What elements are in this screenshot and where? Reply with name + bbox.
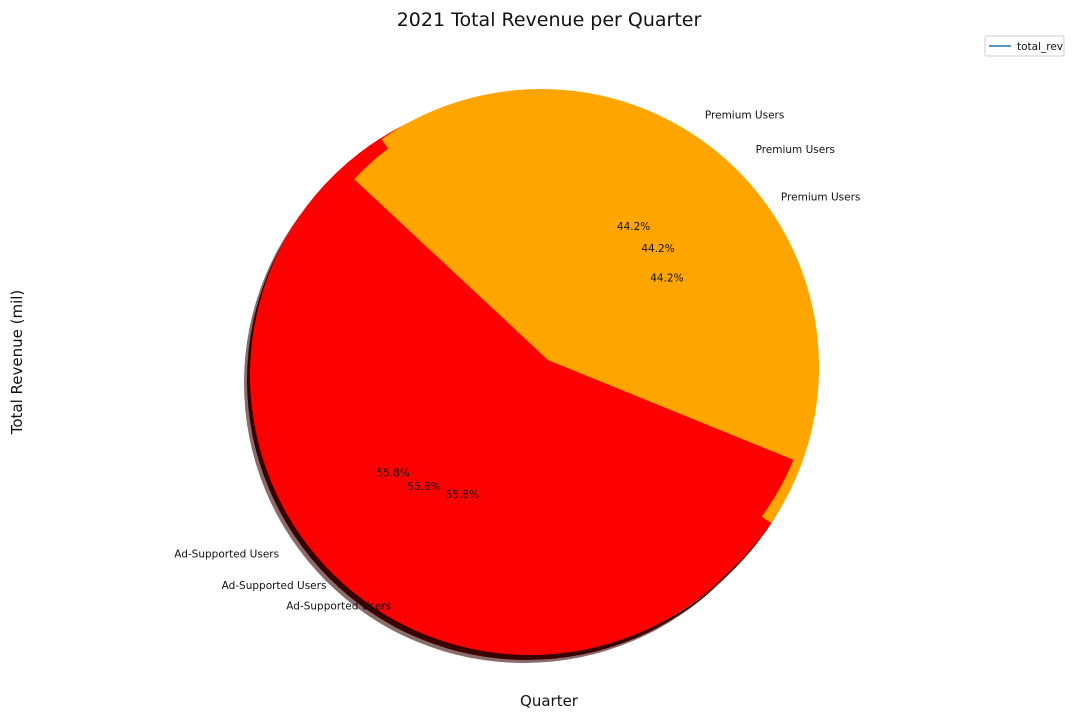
y-axis-label: Total Revenue (mil) <box>8 290 26 436</box>
pie-slice-label-0-0: Ad-Supported Users <box>174 549 279 561</box>
pie-slice-label-1-1: Premium Users <box>756 144 835 156</box>
legend-label-total-rev: total_rev <box>1017 41 1063 53</box>
pie-labels: 55.8% Ad-Supported Users 44.2% Premium User… <box>174 109 860 612</box>
legend-box <box>984 35 1065 57</box>
pie-percent-label-0-2: 55.8% <box>446 489 479 501</box>
pie-slice-premium-users-2 <box>354 94 814 460</box>
pie-slice-label-1-2: Premium Users <box>705 109 784 121</box>
pie-percent-label-1-0: 44.2% <box>650 273 683 285</box>
pie-slice-ad-supported-users-2 <box>283 179 794 625</box>
pie-slice-label-0-2: Ad-Supported Users <box>286 601 391 613</box>
x-axis-label: Quarter <box>520 692 579 710</box>
pie-percent-label-0-1: 55.8% <box>407 481 440 493</box>
pie-percent-label-1-1: 44.2% <box>641 243 674 255</box>
pie-slice-label-1-0: Premium Users <box>781 191 860 203</box>
pie-percent-label-1-2: 44.2% <box>617 221 650 233</box>
chart-title: 2021 Total Revenue per Quarter <box>397 9 702 31</box>
pie-percent-label-0-0: 55.8% <box>376 467 409 479</box>
legend: total_rev <box>984 35 1065 57</box>
pie-slice-label-0-1: Ad-Supported Users <box>222 580 327 592</box>
pie-slices <box>250 88 820 655</box>
